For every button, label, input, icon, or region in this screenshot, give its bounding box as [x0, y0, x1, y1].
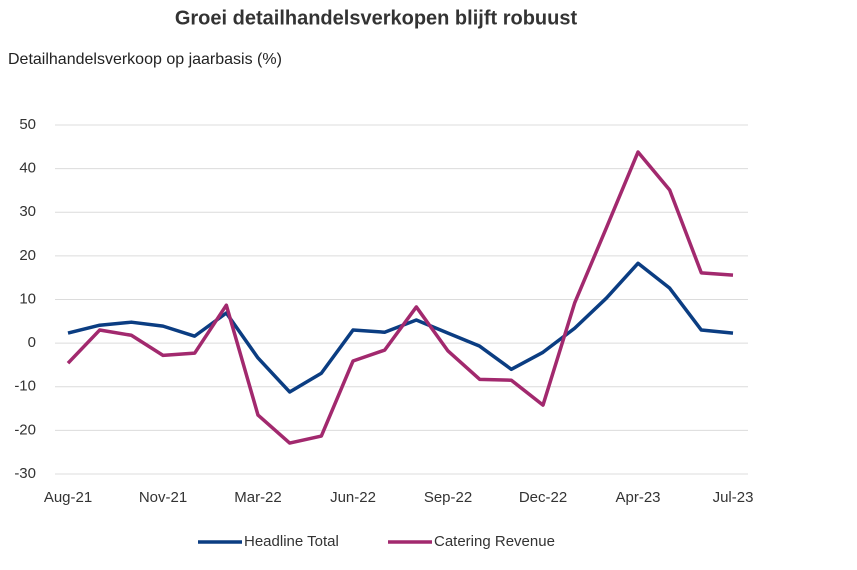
y-tick-label: 20	[19, 247, 36, 264]
y-tick-label: 40	[19, 160, 36, 177]
y-tick-label: 10	[19, 290, 36, 307]
x-tick-label: Nov-21	[139, 489, 187, 506]
chart-subtitle: Detailhandelsverkoop op jaarbasis (%)	[8, 51, 282, 68]
x-tick-label: Apr-23	[615, 489, 660, 506]
legend-label: Catering Revenue	[434, 533, 555, 550]
y-tick-label: -30	[14, 465, 36, 482]
chart-title: Groei detailhandelsverkopen blijft robuu…	[175, 7, 578, 29]
series-line	[66, 150, 734, 445]
x-tick-label: Jun-22	[330, 489, 376, 506]
y-tick-label: 50	[19, 116, 36, 133]
x-tick-label: Dec-22	[519, 489, 567, 506]
y-tick-label: -10	[14, 378, 36, 395]
y-tick-label: 30	[19, 203, 36, 220]
x-tick-label: Aug-21	[44, 489, 92, 506]
legend-label: Headline Total	[244, 533, 339, 550]
y-tick-label: -20	[14, 421, 36, 438]
y-tick-label: 0	[28, 334, 36, 351]
x-tick-label: Mar-22	[234, 489, 282, 506]
x-tick-label: Jul-23	[713, 489, 754, 506]
x-tick-label: Sep-22	[424, 489, 472, 506]
